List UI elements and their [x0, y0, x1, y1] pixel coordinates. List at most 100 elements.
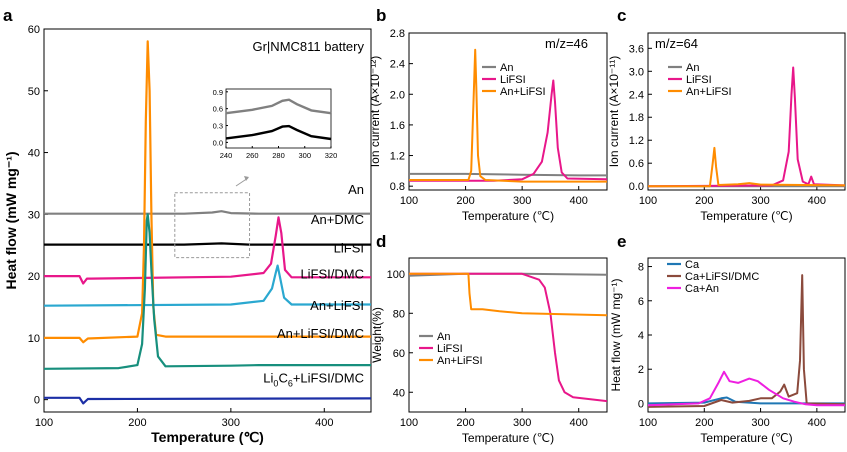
- legend-label: Ca+LiFSI/DMC: [685, 271, 759, 283]
- series-line-lifsi: [648, 66, 845, 188]
- x-tick-label: 300: [513, 195, 531, 207]
- legend-label: LiFSI: [500, 74, 526, 86]
- chart-title: m/z=46: [545, 36, 588, 51]
- x-tick-label: 100: [639, 417, 657, 429]
- y-axis-label: Ion current (A×10⁻¹¹): [607, 56, 621, 167]
- inset-series-line: [225, 98, 332, 115]
- y-tick-label: 20: [28, 271, 40, 283]
- y-tick-label: 0: [638, 398, 644, 410]
- y-tick-label: 6: [638, 296, 644, 308]
- y-tick-label: 60: [393, 348, 405, 360]
- y-axis-label: Ion current (A×10⁻¹²): [368, 56, 382, 167]
- y-tick-label: 1.2: [390, 151, 405, 163]
- x-tick-label: 200: [695, 417, 713, 429]
- inset-x-tick-label: 260: [246, 151, 259, 160]
- legend-label: An: [437, 331, 450, 343]
- y-tick-label: 3.0: [629, 66, 644, 78]
- plot-frame: [43, 28, 372, 413]
- series-line-an: [44, 210, 371, 215]
- y-tick-label: 0.8: [390, 181, 405, 193]
- inset-y-tick-label: 0.9: [213, 88, 223, 97]
- legend-label: LiFSI: [686, 74, 712, 86]
- y-tick-label: 3.6: [629, 43, 644, 55]
- y-tick-label: 2.4: [629, 89, 644, 101]
- y-tick-label: 8: [638, 262, 644, 274]
- curve-label: An+LiFSI: [310, 298, 364, 313]
- inset-x-tick-label: 280: [272, 151, 285, 160]
- series-line-lifsi: [409, 272, 607, 403]
- x-tick-label: 100: [400, 417, 418, 429]
- panel-letter-b: b: [376, 6, 386, 25]
- x-tick-label: 200: [456, 417, 474, 429]
- series-line-lifsi-dmc: [44, 264, 371, 307]
- inset-y-tick-label: 0.0: [213, 138, 223, 147]
- x-axis-label: Temperature (℃): [700, 209, 792, 223]
- chart-title: m/z=64: [655, 36, 698, 51]
- x-axis-label: Temperature (℃): [151, 429, 264, 445]
- x-tick-label: 300: [751, 417, 769, 429]
- series-line-li0c6-lifsi-dmc: [44, 396, 371, 405]
- legend-label: An+LiFSI: [437, 355, 483, 367]
- y-tick-label: 40: [28, 148, 40, 160]
- x-axis-label: Temperature (℃): [462, 431, 554, 445]
- y-tick-label: 40: [393, 387, 405, 399]
- series-line-ca: [648, 396, 845, 405]
- panel-d-chart: 100 200 300 400 40 60 80 100 Temperature (℃) Weig…: [370, 257, 608, 445]
- y-tick-label: 2.8: [390, 28, 405, 40]
- panel-letter-d: d: [376, 232, 386, 251]
- y-tick-label: 50: [28, 86, 40, 98]
- legend-label: An+LiFSI: [500, 86, 546, 98]
- plot-frame: [647, 32, 846, 191]
- panel-letter-c: c: [617, 6, 626, 25]
- y-tick-label: 2: [638, 364, 644, 376]
- x-tick-label: 400: [570, 417, 588, 429]
- x-axis-label: Temperature (℃): [700, 431, 792, 445]
- y-axis-label: Weight(%): [370, 307, 384, 363]
- panel-a-chart: 100 200 300 400 0 10 20 30 40 50 60 Temperature (℃)…: [3, 24, 372, 445]
- y-tick-label: 30: [28, 209, 40, 221]
- y-axis-label: Heat flow (mW mg⁻¹): [609, 278, 623, 391]
- panel-letter-a: a: [3, 6, 13, 25]
- series-line-an-lifsi-dmc: [44, 213, 371, 370]
- y-tick-label: 100: [387, 269, 405, 281]
- inset-series-line: [225, 124, 332, 141]
- series-line-an-lifsi: [648, 146, 845, 188]
- panel-letter-e: e: [617, 232, 626, 251]
- zoom-arrow-head: [244, 176, 249, 181]
- x-tick-label: 200: [456, 195, 474, 207]
- y-tick-label: 0.0: [629, 181, 644, 193]
- y-tick-label: 80: [393, 308, 405, 320]
- legend-label: Ca+An: [685, 283, 719, 295]
- x-tick-label: 100: [35, 417, 53, 429]
- x-axis-label: Temperature (℃): [462, 209, 554, 223]
- inset-y-tick-label: 0.3: [213, 122, 223, 131]
- x-tick-label: 300: [751, 195, 769, 207]
- y-tick-label: 2.4: [390, 59, 405, 71]
- y-tick-label: 2.0: [390, 89, 405, 101]
- series-line-lifsi: [44, 216, 371, 285]
- y-tick-label: 0: [34, 395, 40, 407]
- x-tick-label: 400: [570, 195, 588, 207]
- inset-frame: [225, 88, 332, 149]
- y-axis-label: Heat flow (mW mg⁻¹): [3, 151, 19, 289]
- legend-label: Ca: [685, 259, 700, 271]
- x-tick-label: 300: [513, 417, 531, 429]
- zoom-region-box: [174, 192, 251, 259]
- plot-frame: [408, 32, 608, 191]
- legend-label: An+LiFSI: [686, 86, 732, 98]
- curve-label: An: [348, 182, 364, 197]
- curve-label: Li0C6+LiFSI/DMC: [263, 370, 364, 388]
- inset-x-tick-label: 300: [298, 151, 311, 160]
- series-line-an-lifsi: [409, 272, 607, 317]
- x-tick-label: 200: [695, 195, 713, 207]
- series-line-an: [409, 172, 607, 177]
- legend-label: An: [686, 62, 699, 74]
- y-tick-label: 4: [638, 330, 644, 342]
- x-tick-label: 300: [222, 417, 240, 429]
- series-line-ca-lifsi-dmc: [648, 274, 845, 408]
- chart-title: Gr|NMC811 battery: [252, 39, 364, 54]
- y-tick-label: 1.8: [629, 112, 644, 124]
- inset-x-tick-label: 320: [325, 151, 338, 160]
- y-tick-label: 10: [28, 333, 40, 345]
